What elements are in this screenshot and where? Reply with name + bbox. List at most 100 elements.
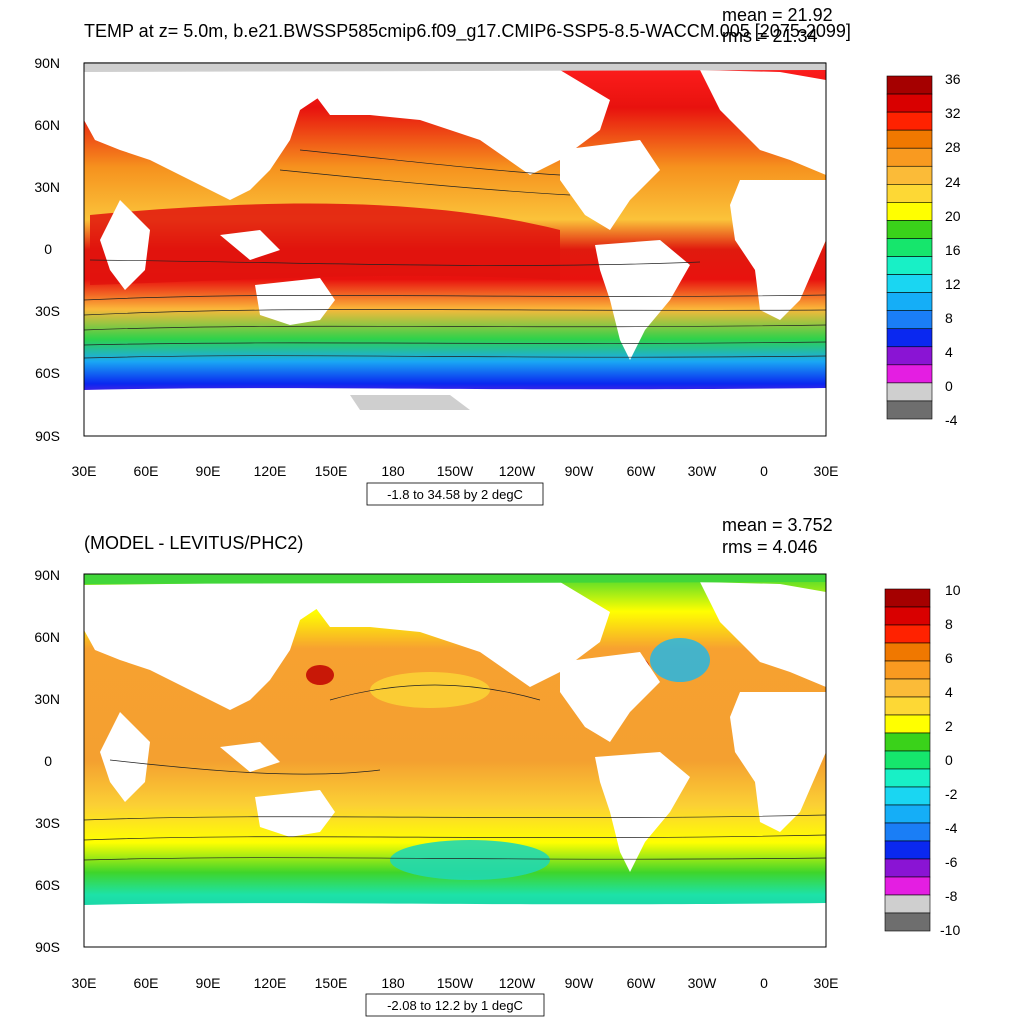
panel-2-colorbar-label: 4 xyxy=(945,684,953,700)
panel-1-lon-label: 30E xyxy=(814,463,839,479)
panel-2-mean: mean = 3.752 xyxy=(722,515,833,535)
panel-2-lon-axis: 30E 60E 90E 120E 150E 180 150W 120W 90W … xyxy=(72,975,839,991)
panel-2-arctic-band xyxy=(84,574,826,584)
colorbar-box xyxy=(886,328,933,348)
colorbar-box xyxy=(884,894,931,914)
colorbar-box xyxy=(884,714,931,734)
colorbar-box xyxy=(886,220,933,239)
colorbar-box xyxy=(886,256,933,275)
panel-2-colorbar: 10 8 6 4 2 0 -2 -4 -6 -8 -10 xyxy=(884,582,961,938)
panel-2-lon-label: 150E xyxy=(315,975,348,991)
panel-2-lon-label: 90W xyxy=(565,975,595,991)
panel-1-colorbar-label: -4 xyxy=(945,412,958,428)
panel-1-land xyxy=(84,68,826,360)
panel-1-colorbar-label: 0 xyxy=(945,378,953,394)
colorbar-box xyxy=(886,202,933,221)
colorbar-box xyxy=(886,165,933,185)
colorbar-box xyxy=(886,292,933,311)
panel-1-lat-label: 0 xyxy=(44,241,52,257)
panel-1-lat-label: 60S xyxy=(35,365,60,381)
panel-1-colorbar-label: 24 xyxy=(945,174,961,190)
panel-2-lon-label: 120W xyxy=(499,975,536,991)
colorbar-box xyxy=(884,750,931,770)
panel-1-colorbar-label: 36 xyxy=(945,71,961,87)
panel-2-rms: rms = 4.046 xyxy=(722,537,818,557)
panel-1-lon-axis: 30E 60E 90E 120E 150E 180 150W 120W 90W … xyxy=(72,463,839,479)
panel-1-colorbar-label: 8 xyxy=(945,310,953,326)
panel-1-footnote: -1.8 to 34.58 by 2 degC xyxy=(387,487,523,502)
colorbar-box xyxy=(886,184,933,203)
panel-1-map xyxy=(83,62,827,437)
panel-2-lon-label: 30E xyxy=(814,975,839,991)
panel-1-lon-label: 90E xyxy=(196,463,221,479)
panel-2-lon-label: 180 xyxy=(381,975,405,991)
panel-1-lon-label: 30E xyxy=(72,463,97,479)
panel-1: TEMP at z= 5.0m, b.e21.BWSSP585cmip6.f09… xyxy=(34,5,961,506)
colorbar-box xyxy=(886,147,933,167)
panel-2-colorbar-boxes xyxy=(884,588,931,932)
panel-1-lon-label: 90W xyxy=(565,463,595,479)
panel-1-lon-label: 180 xyxy=(381,463,405,479)
panel-2-colorbar-label: 10 xyxy=(945,582,961,598)
colorbar-box xyxy=(886,400,933,420)
panel-1-lon-label: 60W xyxy=(627,463,657,479)
panel-2-lat-axis: 90N 60N 30N 0 30S 60S 90S xyxy=(34,567,60,955)
panel-2-frame xyxy=(83,573,827,948)
panel-2-land xyxy=(84,582,826,947)
panel-1-arctic-ice xyxy=(84,62,826,72)
colorbar-box xyxy=(884,786,931,806)
colorbar-box xyxy=(884,822,931,842)
panel-2-colorbar-label: 0 xyxy=(945,752,953,768)
panel-1-footnote-box: -1.8 to 34.58 by 2 degC xyxy=(366,482,544,506)
colorbar-box xyxy=(884,660,931,680)
panel-1-lon-label: 60E xyxy=(134,463,159,479)
colorbar-box xyxy=(886,274,933,293)
colorbar-box xyxy=(886,346,933,366)
panel-2-colorbar-label: -6 xyxy=(945,854,958,870)
panel-1-colorbar-label: 4 xyxy=(945,344,953,360)
panel-2-map xyxy=(83,573,827,948)
panel-2-anomaly-patch xyxy=(306,665,334,685)
panel-2-lon-label: 30E xyxy=(72,975,97,991)
colorbar-box xyxy=(884,696,931,716)
panel-1-lon-label: 150W xyxy=(437,463,474,479)
panel-1-lat-axis: 90N 60N 30N 0 30S 60S 90S xyxy=(34,55,60,444)
panel-1-sea-ice xyxy=(350,395,470,410)
panel-2-lon-label: 30W xyxy=(688,975,718,991)
colorbar-box xyxy=(884,858,931,878)
panel-2-anomaly-patch xyxy=(390,840,550,880)
colorbar-box xyxy=(884,768,931,788)
panel-2-lat-label: 30N xyxy=(34,691,60,707)
panel-2-lat-label: 90N xyxy=(34,567,60,583)
panel-1-lat-label: 90N xyxy=(34,55,60,71)
panel-2-lat-label: 60S xyxy=(35,877,60,893)
panel-1-lat-label: 60N xyxy=(34,117,60,133)
panel-1-mean: mean = 21.92 xyxy=(722,5,833,25)
panel-2-lat-label: 90S xyxy=(35,939,60,955)
panel-2-lat-label: 30S xyxy=(35,815,60,831)
panel-2-colorbar-label: -4 xyxy=(945,820,958,836)
colorbar-box xyxy=(884,840,931,860)
colorbar-box xyxy=(884,624,931,644)
colorbar-box xyxy=(884,804,931,824)
panel-2-footnote: -2.08 to 12.2 by 1 degC xyxy=(387,998,523,1013)
panel-1-lon-label: 120E xyxy=(254,463,287,479)
panel-2-colorbar-label: 8 xyxy=(945,616,953,632)
panel-1-colorbar-label: 12 xyxy=(945,276,961,292)
panel-1-colorbar-label: 32 xyxy=(945,105,961,121)
panel-1-lon-label: 30W xyxy=(688,463,718,479)
panel-2-footnote-box: -2.08 to 12.2 by 1 degC xyxy=(365,993,545,1017)
panel-2-colorbar-label: -2 xyxy=(945,786,958,802)
colorbar-box xyxy=(886,382,933,402)
colorbar-box xyxy=(884,642,931,662)
panel-1-antarctica xyxy=(84,388,826,436)
colorbar-box xyxy=(886,93,933,113)
panel-1-title: TEMP at z= 5.0m, b.e21.BWSSP585cmip6.f09… xyxy=(84,21,851,42)
panel-2-lon-label: 90E xyxy=(196,975,221,991)
colorbar-box xyxy=(884,588,931,608)
colorbar-box xyxy=(886,111,933,131)
panel-1-lat-label: 30N xyxy=(34,179,60,195)
panel-1-contours xyxy=(83,149,827,359)
panel-2-lon-label: 60W xyxy=(627,975,657,991)
